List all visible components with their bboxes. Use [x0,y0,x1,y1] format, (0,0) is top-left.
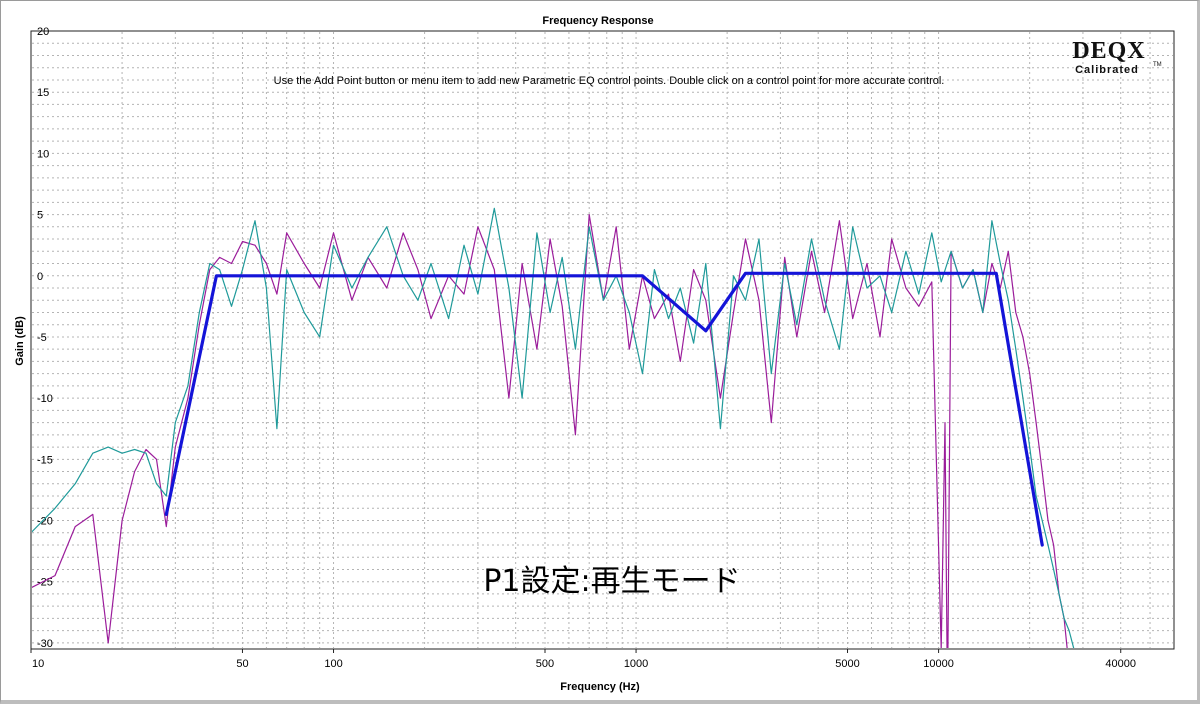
y-tick-label: 0 [37,271,43,283]
x-tick-labels: 10 50 100 500 1000 5000 10000 40000 [30,649,1136,670]
x-axis-label: Frequency (Hz) [560,681,640,693]
y-tick-label: -15 [37,454,53,466]
x-tick-label: 10000 [923,658,954,670]
deqx-logo-sub: Calibrated [1075,64,1139,76]
x-tick-label: 5000 [835,658,859,670]
plot-area[interactable] [30,30,1175,650]
y-tick-label: -30 [37,638,53,650]
x-tick-label: 10 [32,658,44,670]
x-tick-label: 500 [536,658,554,670]
y-tick-label: 10 [37,148,49,160]
deqx-logo-name: DEQX [1072,38,1145,64]
overlay-caption: P1設定:再生モード [483,564,740,599]
series-group [32,207,1075,648]
x-tick-label: 100 [324,658,342,670]
chart-title: Frequency Response [542,15,653,27]
y-tick-labels: 20 15 10 5 0 -5 -10 -15 -20 -25 -30 [37,26,53,650]
y-tick-label: 20 [37,26,49,38]
grid [32,32,1173,648]
plot-hint: Use the Add Point button or menu item to… [274,75,945,87]
x-tick-label: 50 [236,658,248,670]
y-tick-label: 15 [37,87,49,99]
deqx-logo: DEQX Calibrated TM [1072,38,1161,76]
deqx-logo-tm: TM [1153,62,1162,68]
x-tick-label: 40000 [1105,658,1136,670]
y-axis-label: Gain (dB) [14,316,26,366]
y-tick-label: 5 [37,210,43,222]
y-tick-label: -10 [37,393,53,405]
target-eq-curve [164,271,1044,547]
y-tick-label: -20 [37,516,53,528]
y-tick-label: -25 [37,577,53,589]
x-tick-label: 1000 [624,658,648,670]
y-tick-label: -5 [37,332,47,344]
